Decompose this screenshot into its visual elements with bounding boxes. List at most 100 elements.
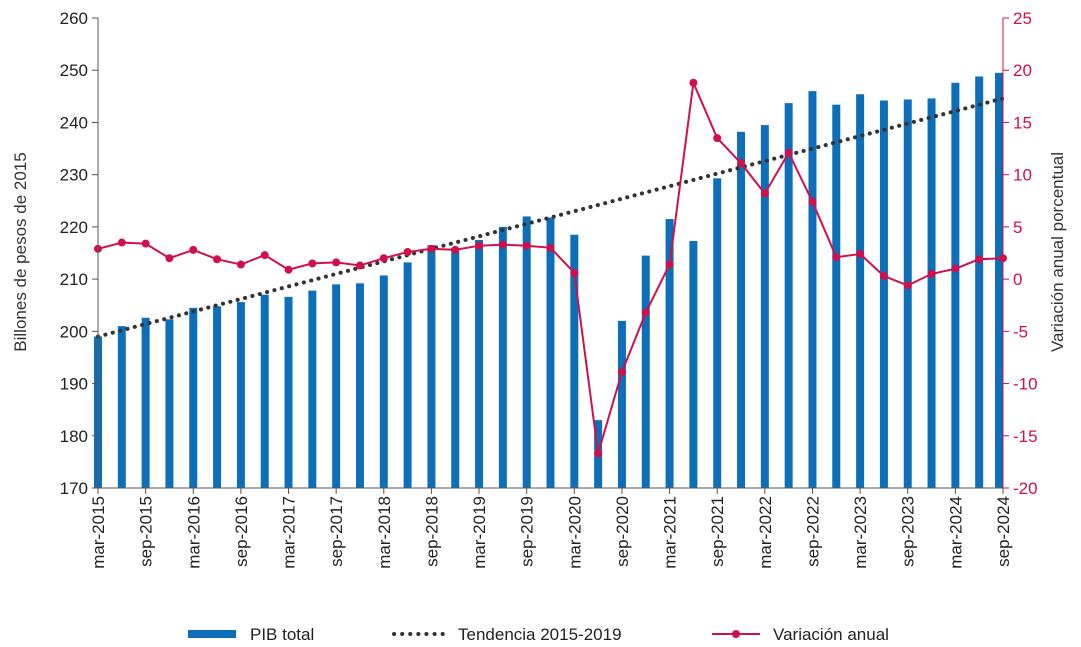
bar-pib-jun-2021 xyxy=(689,240,698,488)
variation-point-mar-2017 xyxy=(284,265,293,274)
bar-pib-sep-2017 xyxy=(332,284,341,488)
legend-label-pib: PIB total xyxy=(250,625,314,644)
variation-point-dic-2018 xyxy=(451,245,460,254)
variation-point-jun-2020 xyxy=(594,449,603,458)
x-tick-mar-2018: mar-2018 xyxy=(375,496,394,569)
y-right-tick-15: 15 xyxy=(1013,113,1032,132)
bar-pib-mar-2019 xyxy=(475,239,484,488)
variation-point-jun-2018 xyxy=(403,247,412,256)
y-right-tick-25: 25 xyxy=(1013,9,1032,28)
bar-pib-dic-2018 xyxy=(451,247,460,488)
bars-layer xyxy=(94,72,1003,489)
x-tick-mar-2017: mar-2017 xyxy=(280,496,299,569)
legend: PIB total Tendencia 2015-2019 Variación … xyxy=(188,625,889,644)
bar-pib-jun-2024 xyxy=(975,76,984,488)
x-tick-sep-2016: sep-2016 xyxy=(232,496,251,567)
variation-point-sep-2017 xyxy=(332,258,341,267)
variation-point-dic-2023 xyxy=(927,269,936,278)
y-left-tick-180: 180 xyxy=(60,427,88,446)
x-tick-sep-2019: sep-2019 xyxy=(518,496,537,567)
y-left-tick-210: 210 xyxy=(60,270,88,289)
bar-pib-dic-2020 xyxy=(641,255,650,488)
x-tick-sep-2018: sep-2018 xyxy=(422,496,441,567)
variation-point-dic-2021 xyxy=(737,159,746,168)
variation-point-jun-2019 xyxy=(498,240,507,249)
variation-point-sep-2023 xyxy=(903,281,912,290)
y-right-tick-20: 20 xyxy=(1013,61,1032,80)
variation-point-sep-2021 xyxy=(713,134,722,143)
bar-pib-jun-2018 xyxy=(403,262,412,488)
bar-pib-jun-2022 xyxy=(784,103,793,488)
x-tick-mar-2016: mar-2016 xyxy=(184,496,203,569)
variation-point-jun-2022 xyxy=(784,148,793,157)
bar-pib-sep-2018 xyxy=(427,245,436,488)
x-tick-mar-2022: mar-2022 xyxy=(756,496,775,569)
x-tick-mar-2024: mar-2024 xyxy=(946,496,965,569)
bar-pib-sep-2020 xyxy=(617,320,626,488)
y-axis-title-left: Billones de pesos de 2015 xyxy=(11,152,30,351)
bar-pib-sep-2021 xyxy=(713,178,722,489)
y-left-tick-190: 190 xyxy=(60,375,88,394)
x-tick-mar-2015: mar-2015 xyxy=(89,496,108,569)
bar-pib-dic-2017 xyxy=(355,283,364,488)
y-right-tick--10: -10 xyxy=(1013,375,1038,394)
bar-pib-jun-2023 xyxy=(879,100,888,488)
variation-point-dic-2017 xyxy=(355,261,364,270)
bar-pib-sep-2019 xyxy=(522,216,531,488)
variation-point-sep-2022 xyxy=(808,197,817,206)
bar-pib-dic-2021 xyxy=(737,131,746,488)
legend-label-tendencia: Tendencia 2015-2019 xyxy=(458,625,622,644)
variation-point-jun-2015 xyxy=(117,238,126,247)
y-right-tick--15: -15 xyxy=(1013,427,1038,446)
y-right-tick--20: -20 xyxy=(1013,479,1038,498)
x-tick-mar-2019: mar-2019 xyxy=(470,496,489,569)
variation-point-jun-2023 xyxy=(879,271,888,280)
x-tick-sep-2020: sep-2020 xyxy=(613,496,632,567)
variation-point-jun-2021 xyxy=(689,78,698,87)
variation-point-sep-2018 xyxy=(427,244,436,253)
variation-point-sep-2020 xyxy=(617,368,626,377)
y-right-tick-10: 10 xyxy=(1013,166,1032,185)
legend-swatch-pib xyxy=(188,630,236,638)
bar-pib-dic-2016 xyxy=(260,294,269,488)
y-left-tick-250: 250 xyxy=(60,61,88,80)
x-tick-mar-2023: mar-2023 xyxy=(851,496,870,569)
bar-pib-sep-2015 xyxy=(141,317,150,488)
bar-pib-dic-2015 xyxy=(165,319,174,488)
bar-pib-sep-2024 xyxy=(995,72,1003,488)
bar-pib-jun-2017 xyxy=(308,290,317,488)
x-tick-sep-2017: sep-2017 xyxy=(327,496,346,567)
variation-point-mar-2021 xyxy=(665,260,674,269)
variation-point-mar-2019 xyxy=(475,241,484,250)
bar-pib-dic-2022 xyxy=(832,104,841,488)
x-tick-mar-2021: mar-2021 xyxy=(661,496,680,569)
variation-point-mar-2018 xyxy=(379,254,388,263)
y-right-tick--5: -5 xyxy=(1013,322,1028,341)
bar-pib-mar-2021 xyxy=(665,219,674,489)
variation-point-dic-2020 xyxy=(641,308,650,317)
x-tick-labels: mar-2015 sep-2015 mar-2016 sep-2016 mar-2017… xyxy=(89,496,1013,569)
variation-point-mar-2022 xyxy=(760,189,769,198)
legend-item-tendencia: Tendencia 2015-2019 xyxy=(392,625,622,644)
bar-pib-dic-2023 xyxy=(927,98,936,488)
bar-pib-mar-2024 xyxy=(951,82,960,488)
bar-pib-jun-2019 xyxy=(498,226,507,488)
bar-pib-sep-2022 xyxy=(808,91,817,488)
bar-pib-sep-2016 xyxy=(236,302,245,488)
variation-point-sep-2019 xyxy=(522,241,531,250)
bar-pib-mar-2018 xyxy=(379,275,388,488)
x-tick-sep-2022: sep-2022 xyxy=(804,496,823,567)
legend-label-variacion: Variación anual xyxy=(773,625,889,644)
x-tick-sep-2015: sep-2015 xyxy=(137,496,156,567)
variation-point-dic-2016 xyxy=(260,251,269,260)
y-left-tick-260: 260 xyxy=(60,9,88,28)
variation-point-dic-2019 xyxy=(546,243,555,252)
bar-pib-jun-2016 xyxy=(213,306,222,488)
legend-marker-variacion xyxy=(732,630,740,638)
variation-point-dic-2022 xyxy=(832,253,841,262)
bar-pib-jun-2015 xyxy=(117,326,126,488)
y-axis-title-right: Variación anual porcentual xyxy=(1048,152,1067,352)
variation-point-sep-2016 xyxy=(236,260,245,269)
bar-pib-dic-2019 xyxy=(546,217,555,488)
